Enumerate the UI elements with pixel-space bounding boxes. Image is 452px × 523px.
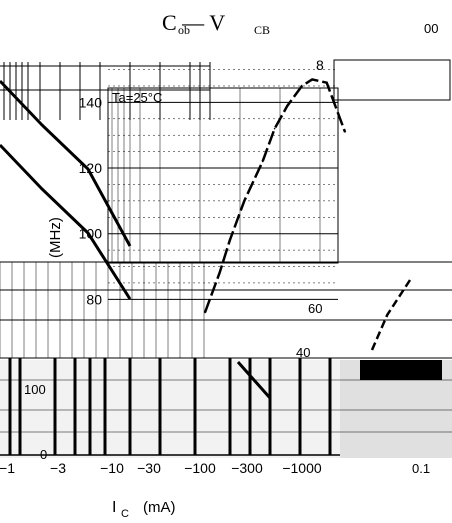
x-tick-label: −30 <box>137 460 161 476</box>
main-plot-frame <box>107 87 339 264</box>
data-point <box>229 239 231 242</box>
inset-tick-labels: 60 40 100 0 0.1 <box>24 301 430 476</box>
x-axis-unit: (mA) <box>143 499 176 516</box>
lower-series-line <box>0 79 132 247</box>
overlap-band <box>360 360 442 380</box>
y-axis-label: (MHz) <box>47 217 64 258</box>
chart-title-subscript-2: CB <box>254 23 270 37</box>
inset-tick-label: 60 <box>308 301 322 316</box>
inset-tick-label: 100 <box>24 382 46 397</box>
data-point <box>286 104 289 107</box>
y-tick-label: 120 <box>79 160 103 176</box>
corner-tick-label: 8 <box>316 57 324 73</box>
inset-tick-label: 0.1 <box>412 461 430 476</box>
chart-title: C — V <box>162 10 225 35</box>
x-axis-label: I <box>112 499 116 516</box>
series-line <box>203 78 347 313</box>
data-point <box>243 200 246 202</box>
data-point <box>261 160 264 163</box>
inset-frame <box>333 59 451 101</box>
inset-tick-label: 40 <box>296 345 310 360</box>
y-tick-label: 100 <box>79 226 103 242</box>
data-point <box>273 127 276 130</box>
corner-right-label: 00 <box>424 21 438 36</box>
x-tick-label: −100 <box>184 460 216 476</box>
lower-series-line <box>0 143 132 300</box>
x-axis-label-subscript: C <box>121 508 129 520</box>
data-point <box>218 272 221 274</box>
data-point <box>344 131 346 133</box>
x-tick-label: −1000 <box>282 460 322 476</box>
overlap-background <box>0 360 452 458</box>
grid-lines <box>0 59 452 456</box>
curves <box>0 78 412 399</box>
x-tick-labels: −1 −3 −10 −30 −100 −300 −1000 <box>0 460 322 476</box>
temperature-annotation: Ta=25°C <box>112 90 162 105</box>
y-tick-labels: 80 100 120 140 <box>79 94 103 307</box>
inset-tick-label: 0 <box>40 447 47 462</box>
y-tick-label: 140 <box>79 94 103 110</box>
data-point <box>311 78 314 81</box>
data-point <box>204 311 206 314</box>
data-point <box>301 85 303 87</box>
x-tick-label: −300 <box>231 460 263 476</box>
inset-series-line <box>370 279 412 351</box>
y-tick-label: 80 <box>86 291 102 307</box>
x-tick-label: −3 <box>50 460 66 476</box>
chart-title-subscript-1: ob <box>178 23 190 37</box>
data-point <box>325 81 328 84</box>
x-tick-label: −1 <box>0 460 15 476</box>
x-tick-label: −10 <box>100 460 124 476</box>
tail-series-line <box>236 361 272 399</box>
